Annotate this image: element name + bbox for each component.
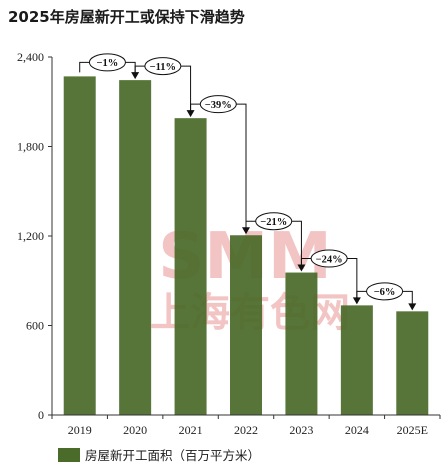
x-tick-label: 2021: [179, 423, 203, 437]
chart-title: 2025年房屋新开工或保持下滑趋势: [8, 8, 245, 26]
x-tick-label: 2020: [123, 423, 147, 437]
change-badge: [366, 282, 404, 301]
y-tick-label: 2,400: [17, 50, 44, 64]
x-tick-label: 2023: [289, 423, 313, 437]
bar-2019: [63, 76, 96, 416]
bar-2023: [285, 272, 318, 415]
change-label: −11%: [150, 62, 176, 73]
change-label: −24%: [316, 254, 343, 265]
x-tick-label: 2019: [68, 423, 92, 437]
x-tick-label: 2024: [345, 423, 369, 437]
x-tick-label: 2025E: [397, 423, 428, 437]
x-tick-label: 2022: [234, 423, 258, 437]
change-arrowhead: [408, 303, 417, 311]
bar-2020: [119, 80, 152, 415]
change-badge: [255, 212, 293, 231]
change-label: −6%: [374, 287, 396, 298]
y-tick-label: 0: [38, 408, 44, 422]
change-badge: [310, 249, 348, 268]
y-tick-label: 1,200: [17, 229, 44, 243]
bar-2025E: [396, 311, 429, 415]
change-label: −39%: [205, 100, 232, 111]
change-label: −21%: [260, 217, 287, 228]
bar-2022: [230, 235, 262, 415]
legend-label: 房屋新开工面积（百万平方米）: [85, 448, 261, 463]
y-tick-label: 600: [26, 319, 44, 333]
change-label: −1%: [97, 58, 119, 69]
change-badge: [144, 57, 182, 76]
bar-2024: [340, 305, 373, 415]
y-tick-label: 1,800: [17, 140, 44, 154]
change-badge: [88, 53, 126, 72]
legend: 房屋新开工面积（百万平方米）: [58, 445, 260, 464]
change-badge: [199, 95, 237, 114]
bar-2021: [174, 118, 207, 416]
legend-swatch: [58, 447, 80, 462]
